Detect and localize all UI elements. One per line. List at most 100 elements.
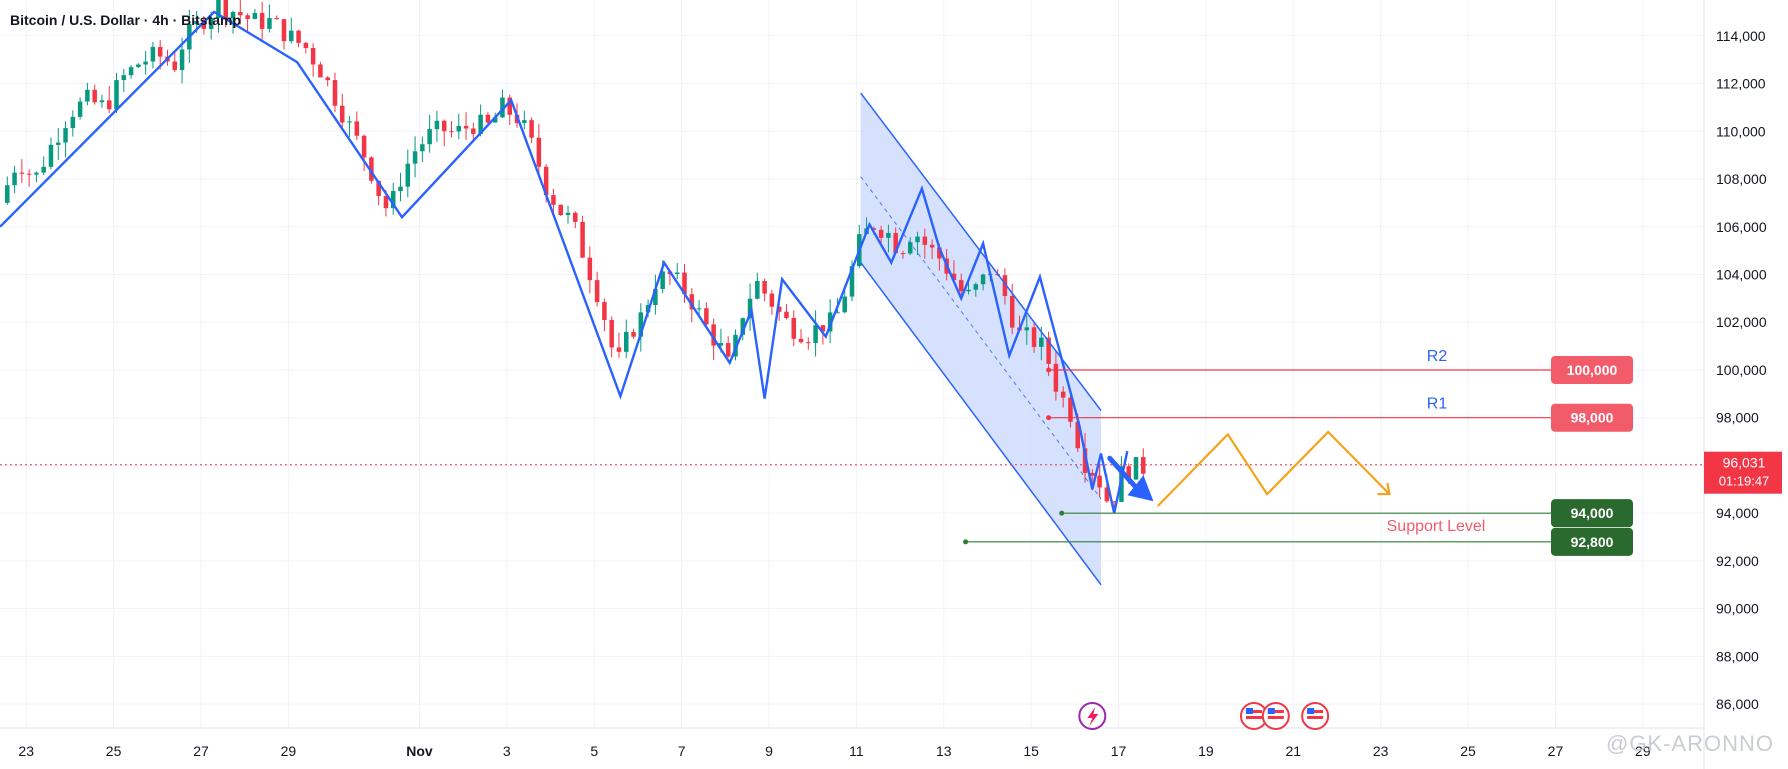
candle-body xyxy=(179,49,185,71)
candle-body xyxy=(798,338,804,343)
candle-body xyxy=(339,105,345,123)
projection-arrowhead xyxy=(1377,482,1391,496)
candle-body xyxy=(121,75,127,81)
candle-body xyxy=(223,0,229,19)
candle-body xyxy=(1009,296,1015,328)
candle-body xyxy=(580,221,585,258)
candle-body xyxy=(289,30,294,42)
current-price-badge xyxy=(1704,451,1782,494)
time-tick-label: 9 xyxy=(765,743,773,759)
lightning-glyph xyxy=(1087,707,1099,726)
candle-body xyxy=(398,186,403,191)
candle-body xyxy=(383,195,389,209)
candle-body xyxy=(725,343,731,357)
candle-body xyxy=(1104,487,1110,502)
candle-body xyxy=(769,293,775,307)
candle-body xyxy=(922,236,928,245)
candle-body xyxy=(609,319,614,348)
level-anchor-dot xyxy=(1059,510,1065,516)
candle-body xyxy=(718,343,724,346)
candle-body xyxy=(958,280,964,292)
candle-body xyxy=(136,64,141,68)
candle-body xyxy=(405,163,411,187)
candle-body xyxy=(915,236,920,243)
candle-body xyxy=(1068,397,1073,422)
support-level-label: Support Level xyxy=(1387,518,1486,535)
candle-body xyxy=(1111,501,1117,503)
candle-body xyxy=(420,144,425,152)
level-anchor-dot xyxy=(963,539,969,545)
time-tick-label: 27 xyxy=(193,743,209,759)
price-axis xyxy=(1704,0,1788,769)
level-badge-label: 92,800 xyxy=(1571,534,1614,550)
flag-stripe xyxy=(1267,710,1284,713)
candle-body xyxy=(1090,472,1095,476)
candle-body xyxy=(522,120,527,124)
price-tick-label: 112,000 xyxy=(1716,76,1766,92)
time-tick-label: Nov xyxy=(406,743,433,759)
candle-body xyxy=(776,306,782,312)
time-tick-label: 11 xyxy=(849,743,864,759)
candle-body xyxy=(704,308,709,325)
price-tick-label: 114,000 xyxy=(1716,28,1766,44)
candle-body xyxy=(813,325,818,344)
candle-body xyxy=(587,257,593,281)
flag-canton xyxy=(1307,708,1315,714)
candle-body xyxy=(92,89,97,103)
candle-body xyxy=(376,180,381,196)
candle-body xyxy=(886,232,891,238)
candle-body xyxy=(1060,391,1066,398)
chart-title: Bitcoin / U.S. Dollar · 4h · Bitstamp xyxy=(10,12,242,28)
candle-body xyxy=(791,317,797,339)
candle-body xyxy=(543,166,549,196)
candle-body xyxy=(216,0,221,18)
candle-body xyxy=(929,244,935,248)
flag-stripe xyxy=(1245,716,1262,719)
candle-body xyxy=(99,100,105,103)
candle-body xyxy=(114,80,119,110)
candle-body xyxy=(259,12,265,29)
level-anchor-dot xyxy=(1046,415,1052,421)
candle-body xyxy=(740,318,746,335)
channel-bottom-line xyxy=(860,262,1102,586)
candle-body xyxy=(1039,337,1044,347)
candle-body xyxy=(63,128,68,143)
candle-body xyxy=(471,128,476,134)
candle-body xyxy=(689,294,695,310)
price-tick-label: 110,000 xyxy=(1716,123,1766,139)
price-tick-label: 86,000 xyxy=(1716,696,1759,712)
candle-body xyxy=(1075,421,1081,449)
time-tick-label: 17 xyxy=(1111,743,1127,759)
candle-body xyxy=(602,302,607,320)
price-tick-label: 104,000 xyxy=(1716,266,1767,282)
time-tick-label: 27 xyxy=(1548,743,1564,759)
time-tick-label: 13 xyxy=(936,743,952,759)
candle-body xyxy=(12,172,17,186)
time-tick-label: 3 xyxy=(503,743,511,759)
level-anchor-dot xyxy=(1046,367,1052,373)
candle-body xyxy=(106,100,112,110)
time-tick-label: 7 xyxy=(678,743,686,759)
candle-body xyxy=(500,97,505,118)
candle-body xyxy=(354,121,360,136)
candle-body xyxy=(747,298,753,319)
candle-body xyxy=(194,20,199,25)
flag-stripe xyxy=(1307,716,1324,719)
candle-body xyxy=(878,229,884,238)
candle-body xyxy=(70,116,76,129)
candle-body xyxy=(274,18,279,20)
candle-body xyxy=(26,173,32,175)
candle-body xyxy=(48,144,54,167)
price-tick-label: 94,000 xyxy=(1716,505,1759,521)
direction-arrow-shaft xyxy=(1107,455,1142,494)
candle-body xyxy=(1053,363,1059,392)
candle-body xyxy=(485,114,491,123)
candle-body xyxy=(507,97,513,115)
price-tick-label: 92,000 xyxy=(1716,553,1759,569)
candle-body xyxy=(973,284,979,290)
flag-stripe xyxy=(1267,716,1284,719)
candle-body xyxy=(1024,327,1030,331)
candle-body xyxy=(449,131,454,133)
candle-body xyxy=(1141,457,1146,474)
